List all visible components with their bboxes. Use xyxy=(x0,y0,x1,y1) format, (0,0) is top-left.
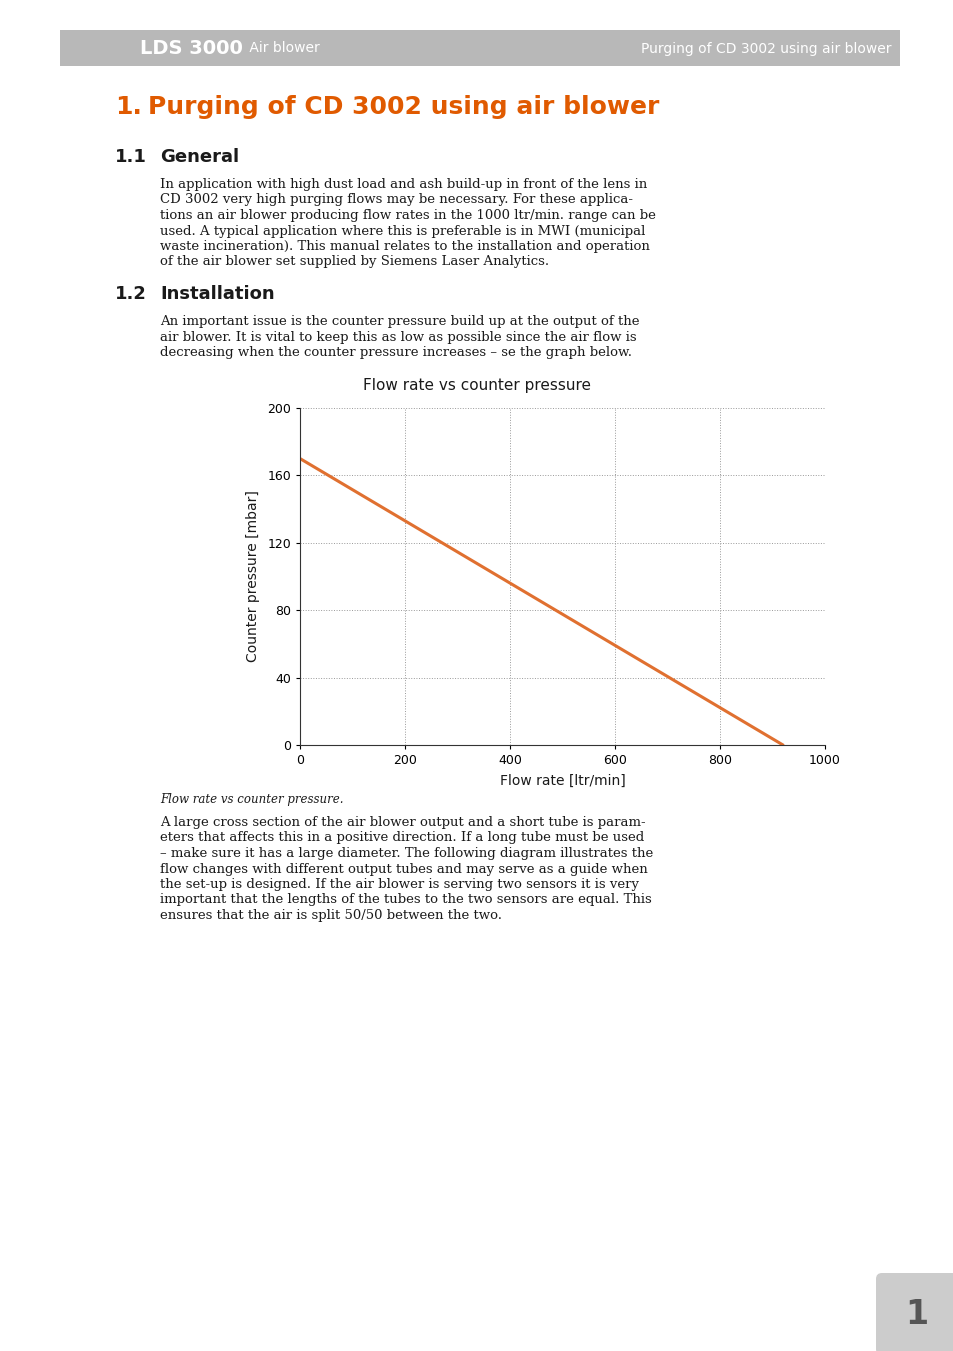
Text: Flow rate vs counter pressure.: Flow rate vs counter pressure. xyxy=(160,793,343,807)
Text: 1: 1 xyxy=(904,1297,927,1331)
Text: A large cross section of the air blower output and a short tube is param-: A large cross section of the air blower … xyxy=(160,816,645,830)
Text: decreasing when the counter pressure increases – se the graph below.: decreasing when the counter pressure inc… xyxy=(160,346,631,359)
Text: In application with high dust load and ash build-up in front of the lens in: In application with high dust load and a… xyxy=(160,178,646,190)
Text: 1.: 1. xyxy=(115,95,142,119)
Text: CD 3002 very high purging flows may be necessary. For these applica-: CD 3002 very high purging flows may be n… xyxy=(160,193,633,207)
Text: 1.2: 1.2 xyxy=(115,285,147,303)
Text: LDS 3000: LDS 3000 xyxy=(140,39,243,58)
Text: air blower. It is vital to keep this as low as possible since the air flow is: air blower. It is vital to keep this as … xyxy=(160,331,636,343)
Text: Installation: Installation xyxy=(160,285,274,303)
Text: flow changes with different output tubes and may serve as a guide when: flow changes with different output tubes… xyxy=(160,862,647,875)
Text: General: General xyxy=(160,149,239,166)
Bar xyxy=(60,30,899,66)
Text: eters that affects this in a positive direction. If a long tube must be used: eters that affects this in a positive di… xyxy=(160,831,643,844)
Text: used. A typical application where this is preferable is in MWI (municipal: used. A typical application where this i… xyxy=(160,224,644,238)
Text: An important issue is the counter pressure build up at the output of the: An important issue is the counter pressu… xyxy=(160,315,639,328)
Text: ensures that the air is split 50/50 between the two.: ensures that the air is split 50/50 betw… xyxy=(160,909,501,921)
FancyBboxPatch shape xyxy=(875,1273,953,1351)
Y-axis label: Counter pressure [mbar]: Counter pressure [mbar] xyxy=(246,490,260,662)
Text: tions an air blower producing flow rates in the 1000 ltr/min. range can be: tions an air blower producing flow rates… xyxy=(160,209,656,222)
Text: – make sure it has a large diameter. The following diagram illustrates the: – make sure it has a large diameter. The… xyxy=(160,847,653,861)
Text: waste incineration). This manual relates to the installation and operation: waste incineration). This manual relates… xyxy=(160,240,649,253)
Text: 1.1: 1.1 xyxy=(115,149,147,166)
Text: Purging of CD 3002 using air blower: Purging of CD 3002 using air blower xyxy=(640,42,891,55)
Text: of the air blower set supplied by Siemens Laser Analytics.: of the air blower set supplied by Siemen… xyxy=(160,255,549,269)
X-axis label: Flow rate [ltr/min]: Flow rate [ltr/min] xyxy=(499,774,625,788)
Text: Air blower: Air blower xyxy=(245,42,319,55)
Text: Flow rate vs counter pressure: Flow rate vs counter pressure xyxy=(363,378,590,393)
Text: the set-up is designed. If the air blower is serving two sensors it is very: the set-up is designed. If the air blowe… xyxy=(160,878,639,892)
Text: important that the lengths of the tubes to the two sensors are equal. This: important that the lengths of the tubes … xyxy=(160,893,651,907)
Text: Purging of CD 3002 using air blower: Purging of CD 3002 using air blower xyxy=(148,95,659,119)
